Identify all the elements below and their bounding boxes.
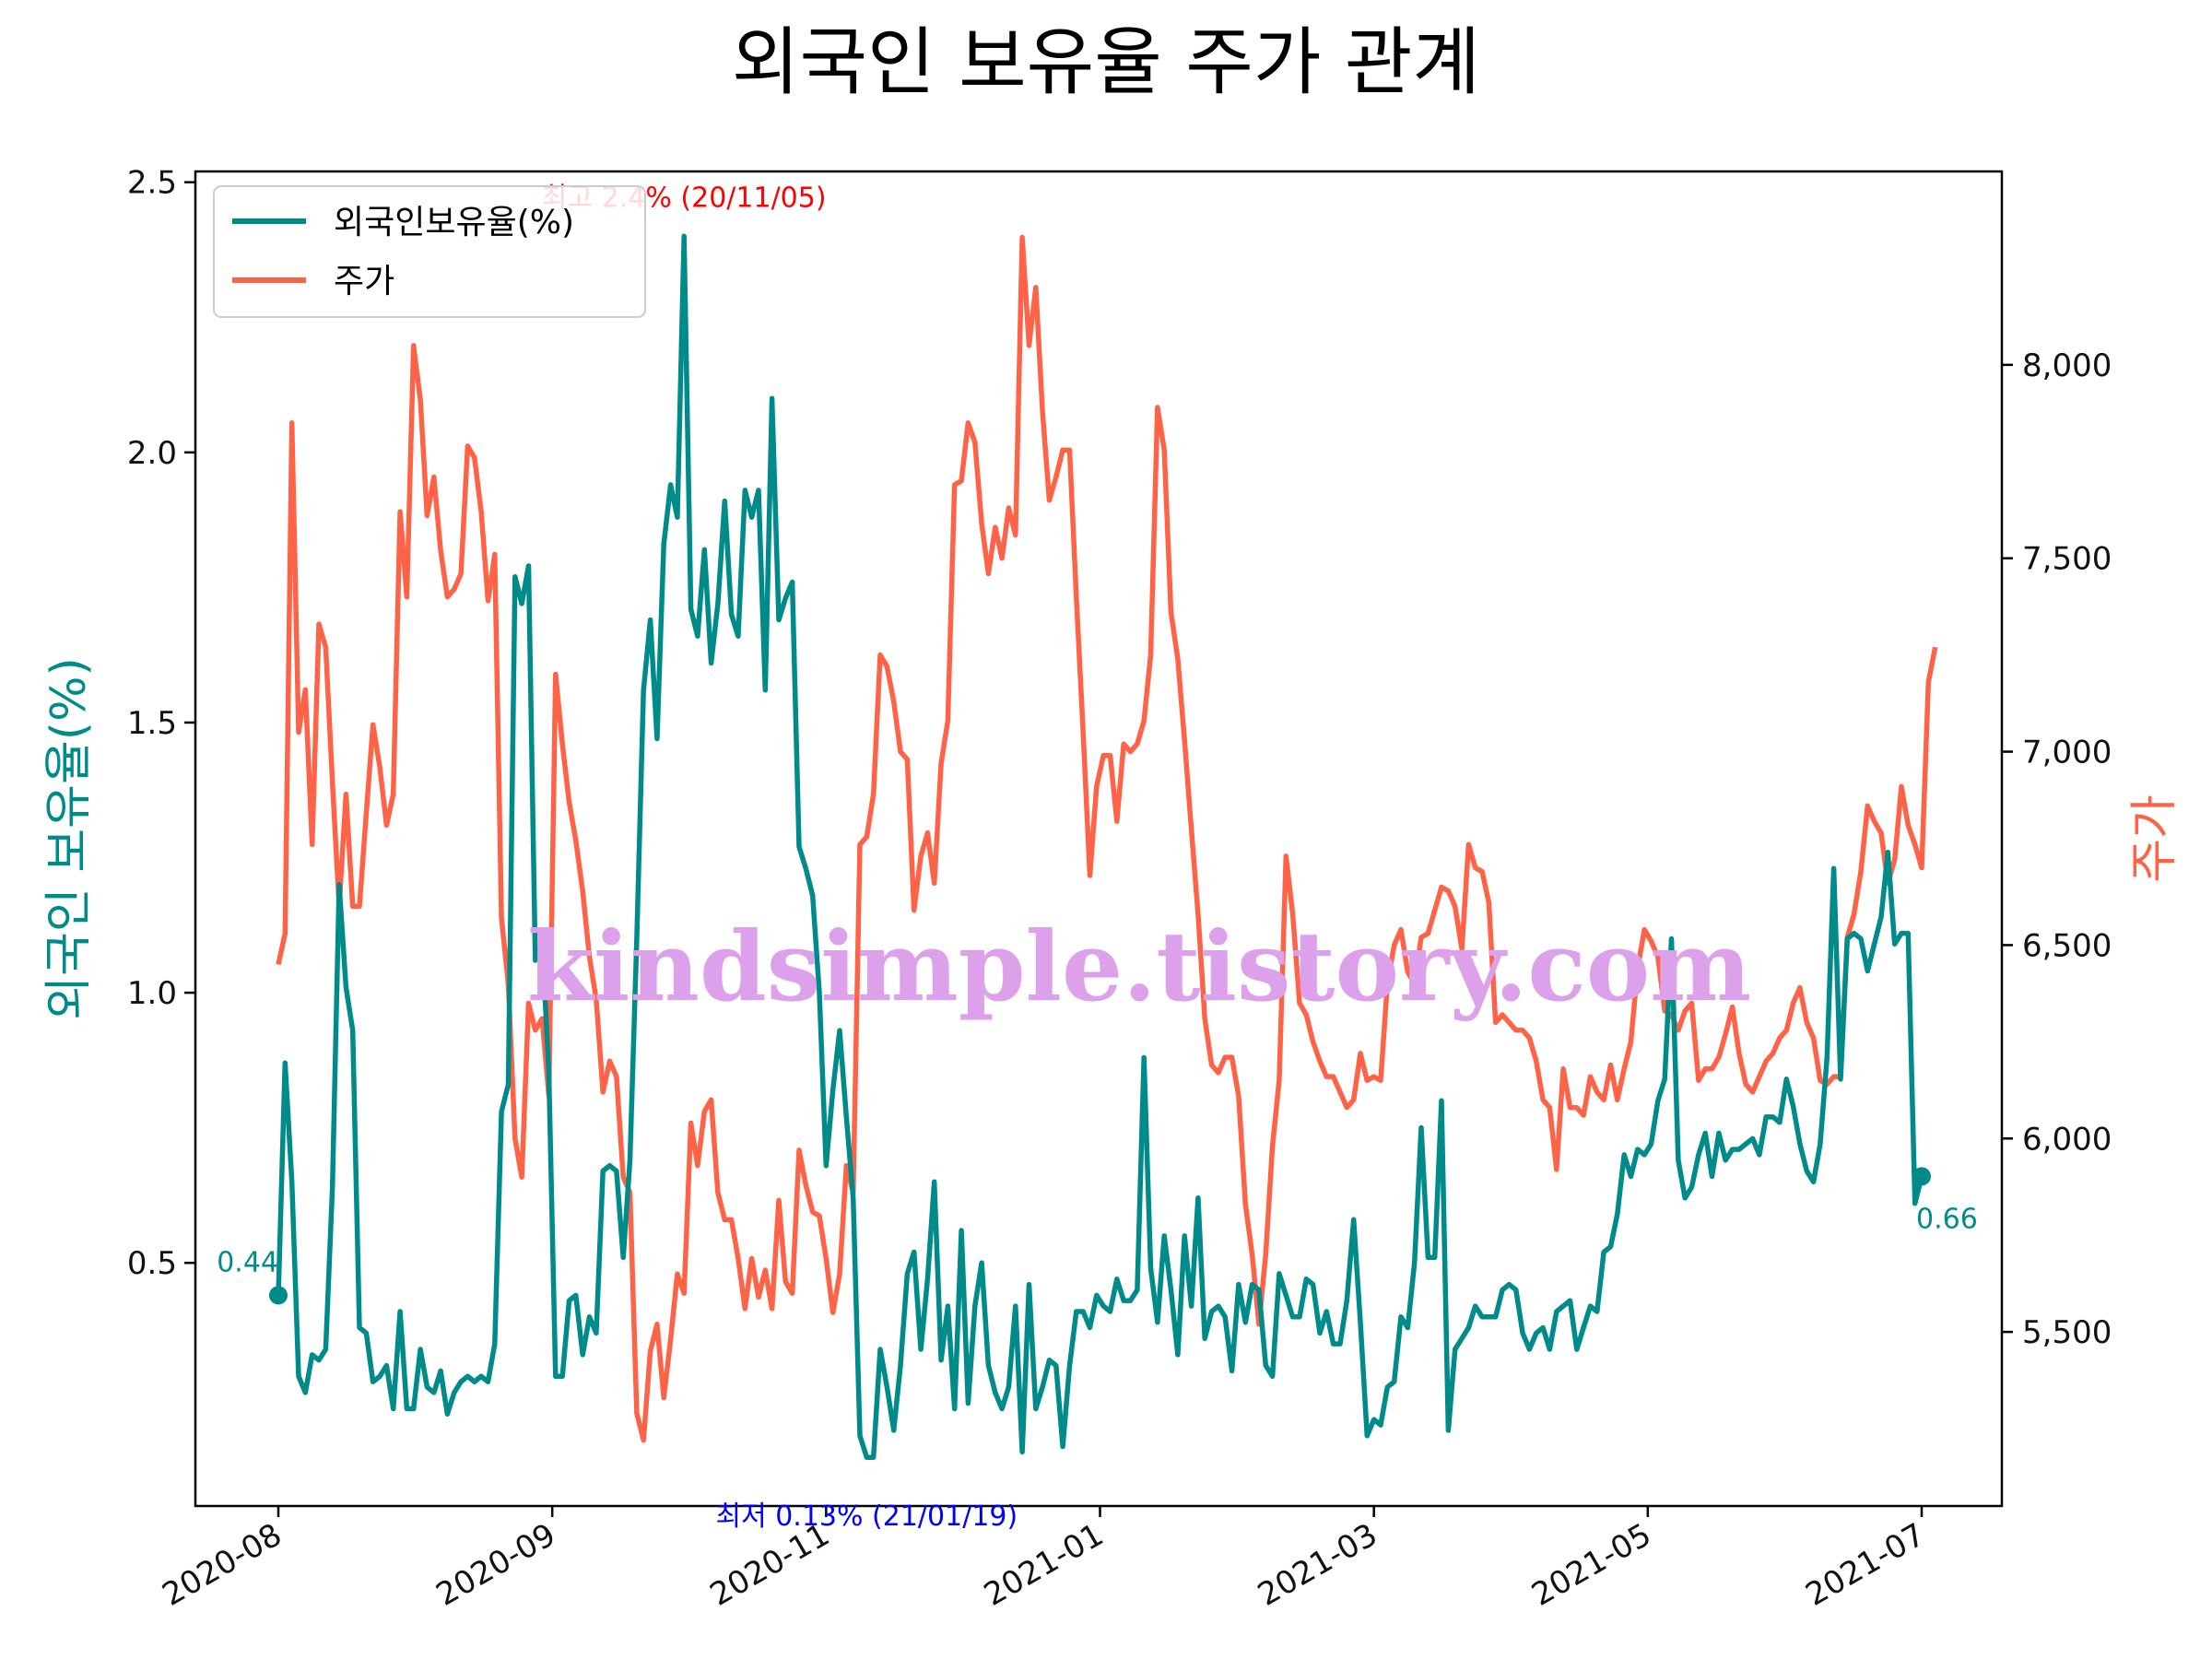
- y-left-tick-label: 1.0: [127, 975, 177, 1012]
- x-tick-label: 2021-03: [1252, 1516, 1383, 1614]
- y-left-tick-label: 2.5: [127, 165, 177, 202]
- legend-box: [213, 185, 646, 318]
- y-left-tick-label: 1.5: [127, 705, 177, 742]
- y-axis-right: 5,500 6,000 6,500 7,000 7,500 8,000: [2002, 347, 2112, 1351]
- series-line-price: [276, 234, 1938, 1443]
- y-left-tick-label: 0.5: [127, 1245, 177, 1282]
- watermark: kindsimple.tistory.com: [527, 910, 1751, 1023]
- y-right-tick-label: 7,500: [2022, 541, 2112, 578]
- y-right-tick-label: 6,000: [2022, 1121, 2112, 1158]
- chart-title: 외국인 보유율 주가 관계: [732, 19, 1480, 105]
- y-axis-right-label: 주가: [2127, 794, 2183, 883]
- end-point: [1912, 1167, 1931, 1186]
- start-value-label: 0.44: [217, 1246, 278, 1278]
- y-right-tick-label: 7,000: [2022, 735, 2112, 771]
- y-right-tick-label: 5,500: [2022, 1314, 2112, 1351]
- legend-label-price: 주가: [334, 263, 394, 300]
- start-point: [269, 1286, 288, 1305]
- y-right-tick-label: 6,500: [2022, 927, 2112, 964]
- x-tick-label: 2020-08: [156, 1516, 288, 1614]
- y-right-tick-label: 8,000: [2022, 347, 2112, 384]
- x-tick-label: 2021-05: [1525, 1516, 1657, 1614]
- legend: 외국인보유율(%) 주가: [213, 185, 646, 318]
- plot-frame: [194, 170, 2004, 1508]
- series-line-foreign: [276, 233, 1924, 1460]
- y-axis-left: 0.5 1.0 1.5 2.0 2.5: [127, 165, 195, 1282]
- low-annotation: 최저 0.13% (21/01/19): [715, 1500, 1018, 1533]
- x-tick-label: 2020-09: [430, 1516, 562, 1614]
- y-left-tick-label: 2.0: [127, 435, 177, 472]
- x-axis: 2020-08 2020-09 2020-11 2021-01 2021-03 2021-…: [156, 1506, 1932, 1614]
- y-axis-left-label: 외국인 보유율(%): [41, 657, 97, 1020]
- end-value-label: 0.66: [1916, 1203, 1978, 1235]
- legend-label-foreign: 외국인보유율(%): [334, 204, 574, 241]
- x-tick-label: 2021-07: [1799, 1516, 1931, 1614]
